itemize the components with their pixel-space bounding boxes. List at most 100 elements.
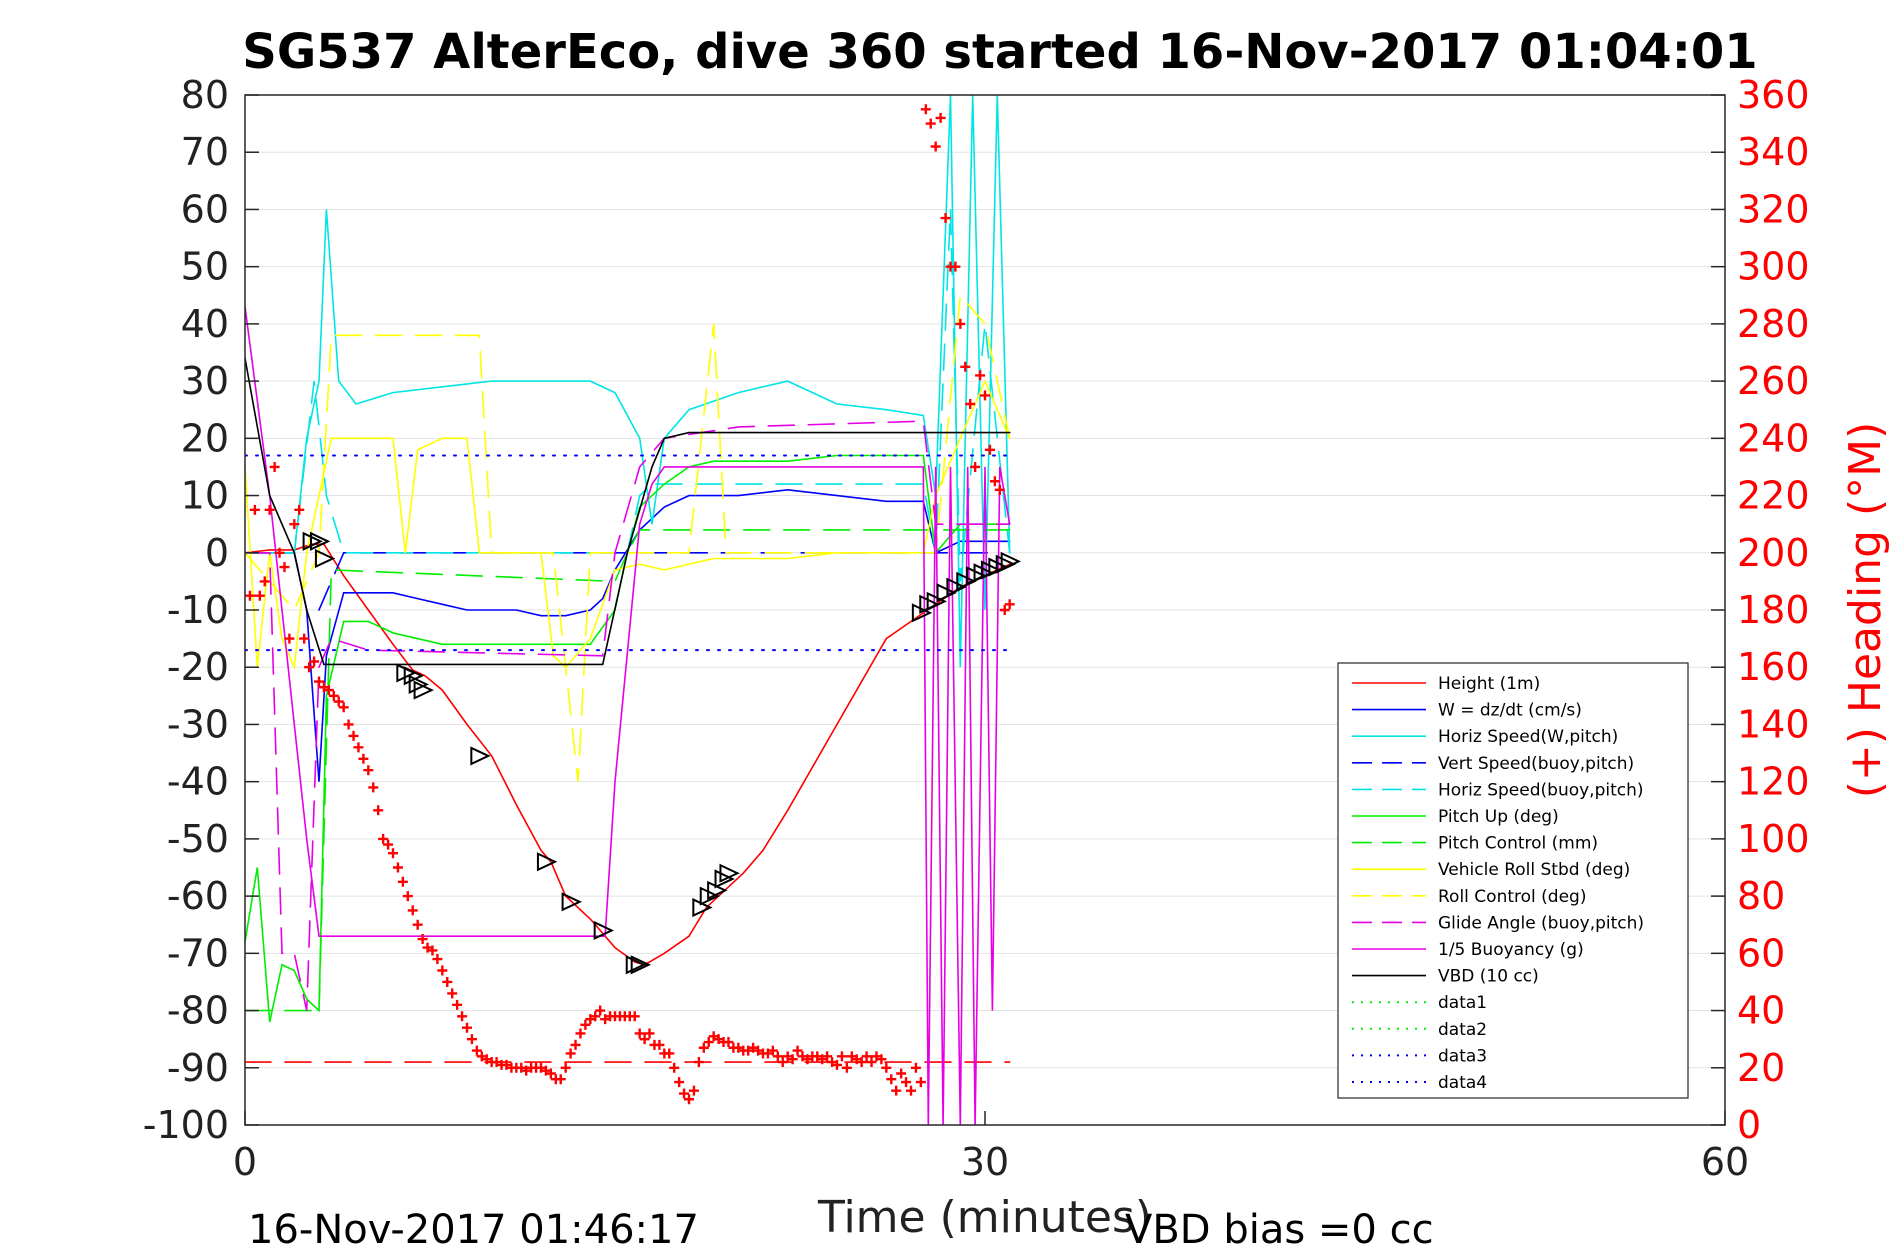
- right-axis-label: (+) Heading (°M): [1840, 422, 1890, 799]
- marker-point: [625, 955, 647, 975]
- heading-point: [906, 1085, 916, 1096]
- heading-point: [348, 730, 359, 741]
- x-axis-label: Time (minutes): [817, 1192, 1152, 1243]
- heading-point: [822, 1051, 833, 1062]
- legend-entry: Horiz Speed(W,pitch): [1438, 727, 1618, 747]
- heading-point: [777, 1057, 788, 1068]
- heading-point: [442, 976, 453, 987]
- heading-point: [427, 945, 438, 956]
- y2-tick-label: 140: [1737, 702, 1810, 746]
- y-tick-label: -100: [143, 1103, 229, 1147]
- heading-point: [669, 1062, 680, 1073]
- marker-series: [302, 531, 1022, 975]
- heading-point: [294, 504, 305, 515]
- heading-point: [965, 399, 976, 409]
- y2-tick-label: 260: [1737, 359, 1810, 403]
- heading-point: [373, 805, 384, 816]
- marker-point: [1000, 551, 1022, 571]
- heading-point: [644, 1028, 655, 1039]
- y2-tick-label: 340: [1737, 130, 1810, 174]
- heading-point: [314, 676, 324, 687]
- marker-point: [714, 869, 735, 889]
- heading-point: [466, 1034, 477, 1045]
- y2-tick-label: 180: [1737, 588, 1810, 632]
- heading-point: [392, 862, 403, 873]
- heading-point: [309, 656, 320, 667]
- heading-point: [684, 1094, 694, 1105]
- y-tick-label: -40: [167, 760, 229, 804]
- heading-point: [412, 919, 423, 930]
- legend-entry: VBD (10 cc): [1438, 967, 1539, 987]
- y-tick-label: 10: [181, 474, 229, 518]
- heading-point: [970, 461, 981, 472]
- heading-point: [333, 696, 344, 707]
- heading-point: [254, 590, 265, 601]
- heading-point: [575, 1028, 586, 1039]
- legend-entry: W = dz/dt (cm/s): [1438, 701, 1582, 721]
- y-tick-label: 40: [181, 302, 229, 346]
- axis-ticks: [244, 94, 1726, 1126]
- heading-point: [447, 988, 458, 999]
- y-tick-label: -20: [167, 645, 229, 689]
- legend: Height (1m) W = dz/dt (cm/s) Horiz Speed(W…: [1337, 662, 1689, 1099]
- heading-point: [639, 1034, 650, 1045]
- marker-point: [536, 852, 558, 872]
- series-line-2: [245, 488, 1011, 782]
- heading-point: [264, 504, 275, 515]
- heading-point: [787, 1054, 798, 1065]
- heading-point: [654, 1039, 665, 1050]
- y2-tick-label: 100: [1737, 817, 1810, 861]
- heading-point: [432, 954, 443, 965]
- y-tick-label: -30: [167, 702, 229, 746]
- heading-point: [259, 576, 270, 587]
- heading-point: [353, 742, 364, 753]
- y-tick-label: 80: [181, 73, 229, 117]
- heading-point: [861, 1051, 872, 1062]
- heading-point: [1004, 599, 1015, 610]
- marker-point: [314, 548, 336, 569]
- series-line-4: [245, 551, 999, 611]
- y2-tick-label: 320: [1737, 187, 1810, 231]
- footer-timestamp: 16-Nov-2017 01:46:17: [248, 1207, 699, 1253]
- heading-point: [462, 1022, 472, 1033]
- x-tick-label: 30: [961, 1140, 1009, 1184]
- heading-point: [876, 1054, 887, 1065]
- marker-point: [719, 863, 740, 883]
- heading-point: [767, 1045, 778, 1056]
- y2-tick-label: 280: [1737, 302, 1810, 346]
- footer-vbd-bias: VBD bias =0 cc: [1125, 1207, 1434, 1253]
- heading-point: [595, 1005, 606, 1016]
- heading-point: [980, 390, 990, 401]
- y2-tick-label: 0: [1737, 1103, 1761, 1147]
- legend-entry: data3: [1438, 1046, 1487, 1066]
- y2-tick-label: 240: [1737, 416, 1810, 460]
- y2-tick-label: 120: [1737, 760, 1810, 804]
- marker-point: [470, 746, 491, 766]
- marker-point: [911, 603, 933, 623]
- heading-point: [960, 361, 971, 372]
- heading-point: [555, 1074, 566, 1085]
- marker-point: [630, 955, 652, 975]
- marker-point: [408, 674, 430, 694]
- heading-point: [560, 1062, 571, 1073]
- heading-point: [693, 1057, 704, 1068]
- heading-point: [999, 605, 1010, 615]
- heading-point: [836, 1051, 847, 1062]
- legend-entry: Glide Angle (buoy,pitch): [1438, 913, 1644, 933]
- heading-point: [832, 1059, 842, 1070]
- marker-point: [593, 920, 615, 941]
- heading-point: [397, 876, 408, 887]
- heading-point: [299, 633, 310, 644]
- legend-entry: data4: [1438, 1073, 1487, 1093]
- marker-point: [403, 666, 425, 686]
- y-tick-label: -60: [167, 874, 229, 918]
- heading-point: [634, 1028, 645, 1039]
- heading-point: [955, 318, 966, 329]
- heading-point: [388, 848, 398, 859]
- y-tick-label: 70: [181, 130, 229, 174]
- marker-point: [561, 892, 582, 912]
- y-tick-label: -50: [167, 817, 229, 861]
- y2-tick-label: 360: [1737, 73, 1810, 117]
- heading-point: [269, 461, 280, 472]
- y-tick-label: -70: [167, 931, 229, 975]
